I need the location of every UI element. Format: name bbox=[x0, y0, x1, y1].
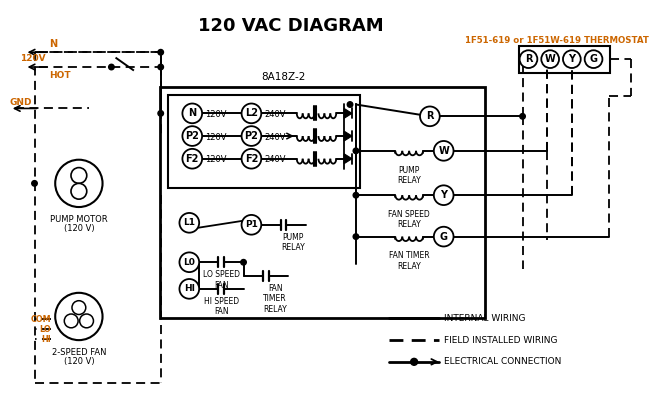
Circle shape bbox=[347, 102, 353, 107]
Bar bbox=[159, 87, 485, 318]
Circle shape bbox=[242, 126, 261, 146]
Text: PUMP MOTOR: PUMP MOTOR bbox=[50, 215, 108, 224]
Circle shape bbox=[31, 181, 38, 186]
Circle shape bbox=[353, 234, 358, 239]
Text: PUMP
RELAY: PUMP RELAY bbox=[397, 166, 421, 185]
Text: PUMP
RELAY: PUMP RELAY bbox=[281, 233, 305, 252]
Text: LO SPEED
FAN: LO SPEED FAN bbox=[203, 270, 241, 290]
Bar bbox=[168, 95, 360, 188]
Circle shape bbox=[71, 168, 86, 184]
Text: 240V: 240V bbox=[264, 132, 285, 142]
Circle shape bbox=[585, 50, 602, 68]
Text: 120 VAC DIAGRAM: 120 VAC DIAGRAM bbox=[198, 17, 384, 35]
Text: P2: P2 bbox=[245, 131, 259, 141]
Circle shape bbox=[71, 184, 86, 199]
Circle shape bbox=[353, 192, 358, 198]
Text: INTERNAL WIRING: INTERNAL WIRING bbox=[444, 314, 525, 323]
Circle shape bbox=[242, 103, 261, 123]
Text: L2: L2 bbox=[245, 109, 258, 119]
Circle shape bbox=[182, 103, 202, 123]
Text: 120V: 120V bbox=[205, 132, 226, 142]
Text: R: R bbox=[525, 54, 532, 64]
Circle shape bbox=[563, 50, 581, 68]
Circle shape bbox=[180, 252, 199, 272]
Circle shape bbox=[433, 227, 454, 246]
Text: (120 V): (120 V) bbox=[64, 357, 94, 366]
Circle shape bbox=[433, 185, 454, 205]
Text: COM: COM bbox=[31, 315, 52, 324]
Text: (120 V): (120 V) bbox=[64, 224, 94, 233]
Text: 1F51-619 or 1F51W-619 THERMOSTAT: 1F51-619 or 1F51W-619 THERMOSTAT bbox=[465, 36, 649, 45]
Circle shape bbox=[109, 64, 114, 70]
Circle shape bbox=[242, 149, 261, 168]
Bar bbox=[519, 47, 610, 73]
Text: L1: L1 bbox=[184, 218, 195, 228]
Circle shape bbox=[158, 111, 163, 116]
Text: N: N bbox=[50, 39, 58, 49]
Text: R: R bbox=[426, 111, 433, 122]
Text: G: G bbox=[590, 54, 598, 64]
Circle shape bbox=[158, 49, 163, 55]
Text: 240V: 240V bbox=[264, 110, 285, 119]
Text: 8A18Z-2: 8A18Z-2 bbox=[261, 72, 306, 82]
Text: LO: LO bbox=[40, 325, 52, 334]
Text: FAN TIMER
RELAY: FAN TIMER RELAY bbox=[389, 251, 429, 271]
Text: 120V: 120V bbox=[19, 54, 46, 63]
Circle shape bbox=[182, 149, 202, 168]
Circle shape bbox=[541, 50, 559, 68]
Text: 120V: 120V bbox=[205, 155, 226, 164]
Text: FAN
TIMER
RELAY: FAN TIMER RELAY bbox=[263, 284, 287, 314]
Text: Y: Y bbox=[568, 54, 576, 64]
Circle shape bbox=[241, 259, 247, 265]
Circle shape bbox=[420, 106, 440, 126]
Circle shape bbox=[242, 215, 261, 235]
Text: P1: P1 bbox=[245, 220, 258, 229]
Circle shape bbox=[520, 50, 537, 68]
Text: L0: L0 bbox=[184, 258, 195, 267]
Circle shape bbox=[353, 148, 358, 154]
Text: Y: Y bbox=[440, 190, 447, 200]
Text: 120V: 120V bbox=[205, 110, 226, 119]
Text: FIELD INSTALLED WIRING: FIELD INSTALLED WIRING bbox=[444, 336, 557, 345]
Text: W: W bbox=[545, 54, 555, 64]
Circle shape bbox=[158, 64, 163, 70]
Polygon shape bbox=[344, 109, 352, 118]
Text: 240V: 240V bbox=[264, 155, 285, 164]
Text: ELECTRICAL CONNECTION: ELECTRICAL CONNECTION bbox=[444, 357, 561, 366]
Polygon shape bbox=[344, 154, 352, 164]
Circle shape bbox=[520, 114, 525, 119]
Text: GND: GND bbox=[10, 98, 32, 107]
Text: HI: HI bbox=[42, 335, 52, 344]
Circle shape bbox=[411, 358, 417, 365]
Circle shape bbox=[180, 213, 199, 233]
Text: F2: F2 bbox=[245, 154, 258, 164]
Circle shape bbox=[180, 279, 199, 299]
Polygon shape bbox=[344, 131, 352, 141]
Circle shape bbox=[182, 126, 202, 146]
Text: G: G bbox=[440, 232, 448, 242]
Text: HI: HI bbox=[184, 285, 195, 293]
Text: F2: F2 bbox=[186, 154, 199, 164]
Text: HOT: HOT bbox=[50, 71, 71, 80]
Text: W: W bbox=[438, 146, 449, 156]
Text: FAN SPEED
RELAY: FAN SPEED RELAY bbox=[389, 210, 430, 229]
Text: HI SPEED
FAN: HI SPEED FAN bbox=[204, 297, 239, 316]
Text: N: N bbox=[188, 109, 196, 119]
Text: P2: P2 bbox=[186, 131, 199, 141]
Circle shape bbox=[433, 141, 454, 161]
Text: 2-SPEED FAN: 2-SPEED FAN bbox=[52, 348, 106, 357]
